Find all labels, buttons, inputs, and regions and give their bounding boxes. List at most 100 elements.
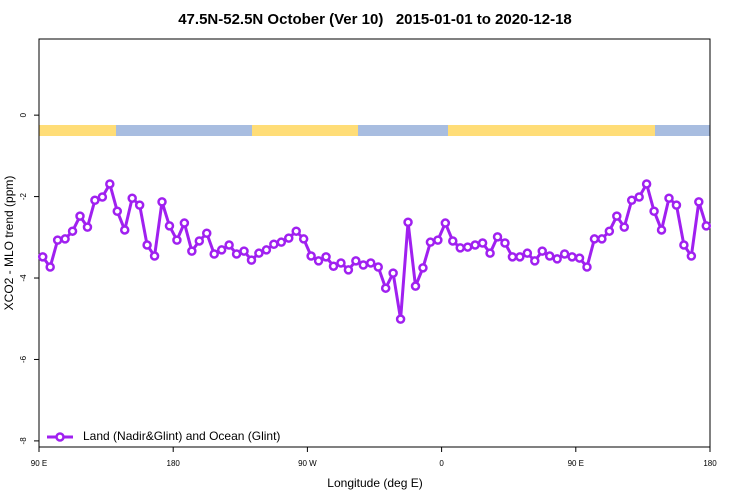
data-point (433, 235, 443, 245)
data-point (507, 252, 518, 262)
x-tick-label: 180 (167, 459, 181, 468)
data-point (172, 235, 182, 245)
data-point (246, 255, 257, 265)
x-tick-label: 180 (703, 459, 717, 468)
data-point (634, 192, 644, 202)
data-point (589, 234, 600, 244)
ocean-segment (655, 125, 710, 136)
land-segment (252, 125, 358, 136)
data-point (276, 237, 287, 247)
data-point (45, 262, 55, 272)
data-point (261, 245, 272, 255)
chart-title: 47.5N-52.5N October (Ver 10) 2015-01-01 … (178, 11, 572, 28)
x-tick-label: 0 (439, 459, 444, 468)
data-point (440, 218, 451, 228)
data-point (119, 225, 130, 235)
data-point (328, 261, 339, 271)
data-point (485, 248, 495, 258)
data-point (239, 246, 249, 256)
legend-marker (55, 432, 65, 442)
data-point (209, 249, 219, 259)
data-point (656, 225, 667, 235)
data-point (626, 195, 637, 205)
data-point (641, 179, 652, 189)
data-point (187, 246, 197, 256)
data-point (567, 252, 577, 262)
plot-frame (38, 38, 711, 448)
data-point (194, 236, 205, 246)
data-point (313, 256, 324, 266)
data-point (410, 281, 421, 291)
data-point (112, 206, 123, 216)
y-tick-label: 0 (19, 112, 28, 117)
data-point (515, 252, 525, 262)
data-point (82, 222, 93, 232)
data-point (664, 193, 674, 203)
data-point (97, 192, 108, 202)
data-point (321, 252, 331, 262)
data-point (612, 211, 622, 221)
data-point (291, 226, 301, 236)
data-point (90, 195, 100, 205)
data-point (202, 228, 212, 238)
data-point (224, 240, 234, 250)
data-point (544, 251, 555, 261)
data-point (492, 232, 503, 242)
data-point (395, 314, 406, 324)
data-point (559, 249, 570, 259)
data-point (477, 238, 488, 248)
data-point (455, 243, 465, 253)
data-point (134, 200, 145, 210)
data-point (231, 249, 242, 259)
data-point (522, 248, 533, 258)
data-point (254, 248, 264, 258)
data-point (530, 256, 540, 266)
data-point (127, 193, 137, 203)
data-point (284, 233, 294, 243)
data-point (343, 265, 354, 275)
data-point (52, 235, 63, 245)
y-tick-label: -2 (19, 192, 28, 200)
y-axis-label: XCO2 - MLO trend (ppm) (2, 176, 16, 311)
y-tick-label: -4 (19, 274, 28, 282)
data-point (373, 262, 383, 272)
data-point (105, 179, 115, 189)
data-point (366, 258, 376, 268)
data-point (380, 283, 391, 293)
y-tick-label: -8 (19, 437, 28, 445)
data-point (306, 251, 316, 261)
y-tick-label: -6 (19, 355, 28, 363)
data-point (462, 242, 473, 252)
land-segment (39, 125, 116, 136)
data-point (649, 206, 659, 216)
data-point (142, 240, 152, 250)
data-point (619, 222, 630, 232)
data-point (671, 200, 682, 210)
ocean-segment (358, 125, 448, 136)
data-point (604, 226, 615, 236)
data-point (67, 226, 78, 236)
data-point (179, 218, 190, 228)
data-point (75, 211, 85, 221)
data-point (351, 256, 361, 266)
land-segment (448, 125, 655, 136)
ocean-segment (116, 125, 252, 136)
data-point (686, 251, 697, 261)
data-point (582, 262, 592, 272)
data-point (701, 221, 712, 231)
data-point (448, 236, 458, 246)
legend-label: Land (Nadir&Glint) and Ocean (Glint) (83, 429, 280, 443)
data-point (216, 245, 227, 255)
data-point (388, 268, 398, 278)
data-point (269, 239, 279, 249)
data-point (358, 260, 369, 270)
data-point (157, 197, 167, 207)
data-point (336, 258, 346, 268)
data-point (694, 197, 704, 207)
x-tick-label: 90 E (568, 459, 584, 468)
data-point (403, 217, 413, 227)
x-tick-label: 90 W (298, 459, 317, 468)
data-point (164, 221, 175, 231)
legend-item: Land (Nadir&Glint) and Ocean (Glint) (47, 429, 280, 443)
